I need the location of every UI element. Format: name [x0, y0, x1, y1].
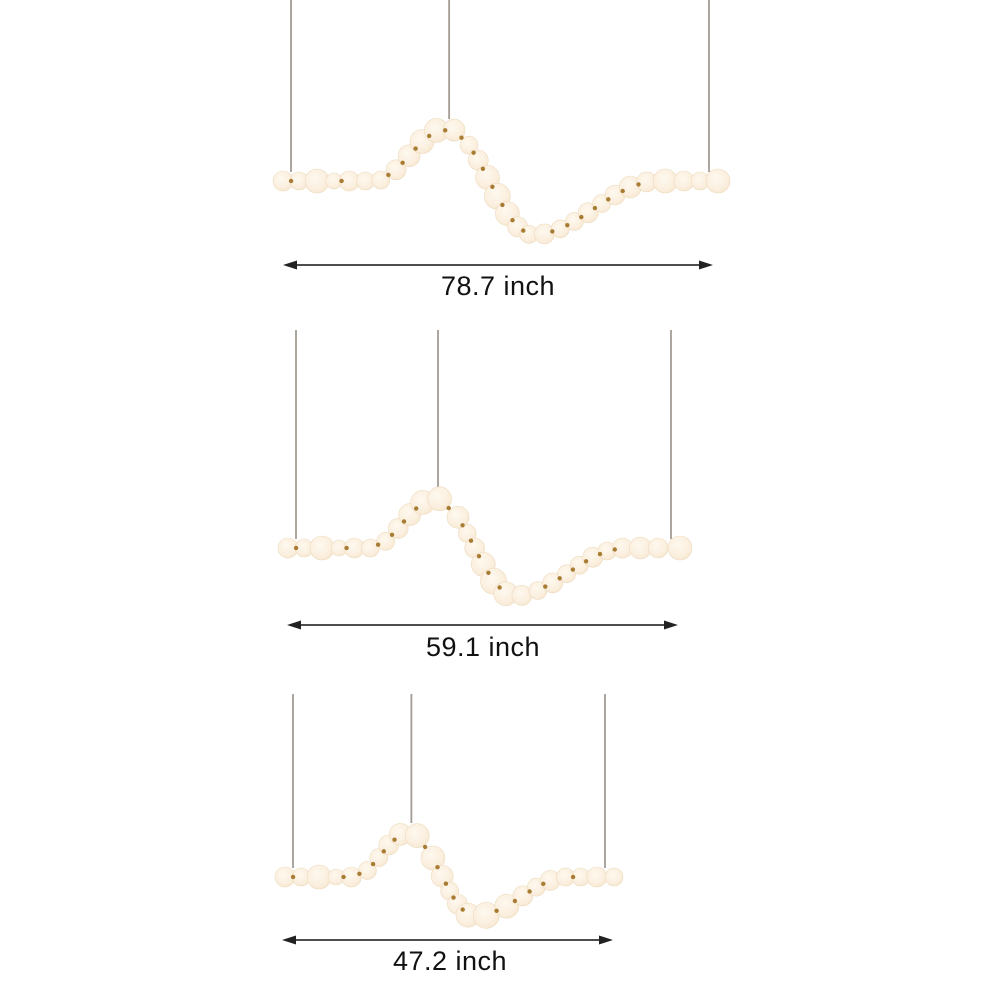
lamp-bead — [705, 168, 731, 194]
lamp-bead — [459, 135, 479, 155]
lamp-bead — [306, 864, 332, 890]
gold-connector — [293, 545, 299, 551]
dimension-label-small: 47.2 inch — [392, 946, 508, 976]
dimension-arrow — [283, 260, 713, 270]
pendant-lamp-size-variant-medium — [277, 330, 693, 630]
gold-connector — [521, 228, 526, 233]
gold-connector — [570, 567, 576, 572]
lamp-bead — [667, 535, 693, 561]
gold-connector — [435, 865, 440, 870]
gold-connector — [443, 881, 449, 886]
gold-connector — [541, 881, 546, 886]
arrowhead-left-icon — [282, 935, 296, 945]
gold-connector — [527, 889, 532, 894]
arrowhead-left-icon — [287, 620, 301, 630]
arrowhead-right-icon — [664, 620, 678, 630]
gold-connector — [375, 542, 381, 547]
arrowhead-right-icon — [599, 935, 613, 945]
gold-connector — [494, 908, 499, 913]
gold-connector — [290, 874, 296, 880]
gold-connector — [476, 554, 482, 559]
lamp-bead — [309, 535, 335, 561]
gold-connector — [486, 570, 491, 575]
gold-connector — [500, 202, 505, 208]
gold-connector — [443, 128, 448, 133]
lamp-bead — [647, 537, 669, 559]
lamp-bead — [604, 867, 624, 887]
lamp-bead — [304, 168, 330, 194]
gold-connector — [339, 178, 344, 184]
gold-connector — [570, 874, 576, 880]
gold-connector — [490, 184, 495, 189]
gold-connector — [612, 547, 617, 552]
gold-connector — [451, 895, 456, 900]
lamp-bead — [442, 118, 466, 142]
gold-connector — [386, 172, 391, 178]
gold-connector — [557, 576, 562, 581]
gold-connector — [357, 871, 362, 876]
arrowhead-right-icon — [699, 260, 713, 270]
lamp-bead — [385, 159, 407, 181]
gold-connector — [401, 519, 407, 524]
gold-connector — [370, 861, 376, 867]
gold-connector — [471, 150, 476, 155]
lamp-bead — [427, 486, 452, 512]
gold-connector — [579, 214, 584, 220]
gold-connector — [459, 135, 464, 140]
pendant-lamp-size-variant-small — [274, 694, 624, 945]
pendant-lamp-size-variant-large — [272, 0, 731, 270]
gold-connector — [392, 837, 397, 842]
gold-connector — [510, 218, 515, 223]
gold-connector — [389, 532, 395, 537]
gold-connector — [543, 584, 548, 589]
gold-connector — [550, 229, 555, 234]
dimension-label-medium: 59.1 inch — [425, 632, 541, 662]
gold-connector — [460, 907, 465, 912]
gold-connector — [468, 538, 474, 543]
gold-connector — [565, 223, 570, 228]
gold-connector — [446, 505, 451, 511]
lamp-bead — [494, 893, 520, 919]
gold-connector — [400, 160, 405, 165]
lamp-bead — [404, 823, 430, 849]
gold-connector — [636, 182, 641, 187]
gold-connector — [592, 205, 598, 211]
dimension-label-large: 78.7 inch — [440, 271, 556, 301]
lamp-bead — [371, 170, 391, 190]
lamp-bead — [446, 505, 470, 529]
gold-connector — [427, 133, 432, 139]
lamp-bead — [376, 531, 396, 551]
gold-connector — [597, 551, 603, 557]
gold-connector — [422, 844, 428, 850]
gold-connector — [288, 178, 294, 184]
gold-connector — [413, 146, 418, 151]
arrowhead-left-icon — [283, 260, 297, 270]
gold-connector — [606, 197, 611, 202]
dimension-arrow — [287, 620, 678, 630]
gold-connector — [460, 523, 465, 528]
gold-connector — [381, 849, 386, 854]
gold-connector — [414, 506, 419, 511]
dimension-arrow — [282, 935, 613, 945]
gold-connector — [341, 874, 346, 880]
gold-connector — [620, 188, 625, 194]
lamp-bead — [586, 866, 608, 888]
gold-connector — [583, 559, 589, 564]
gold-connector — [497, 585, 502, 590]
gold-connector — [512, 898, 518, 904]
gold-connector — [480, 166, 486, 171]
gold-connector — [344, 545, 349, 551]
lamp-bead — [358, 861, 377, 880]
